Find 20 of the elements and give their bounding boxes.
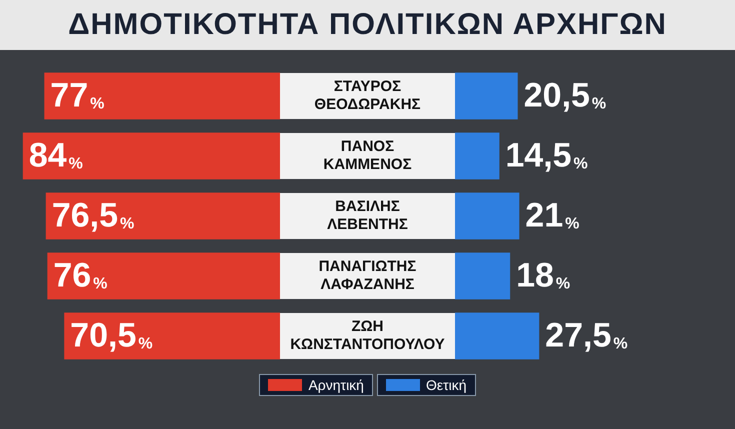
bar — [455, 132, 500, 180]
data-label: 76,5% — [52, 196, 134, 234]
data-label: 27,5% — [545, 316, 628, 354]
legend-label: Αρνητική — [308, 377, 364, 393]
y-tick-label: ΖΩΗ ΚΩΝΣΤΑΝΤΟΠΟΥΛΟΥ — [290, 318, 445, 354]
data-label: 76% — [53, 256, 108, 294]
legend-label: Θετική — [426, 377, 467, 393]
data-label: 20,5% — [524, 76, 606, 114]
y-tick-label: ΣΤΑΥΡΟΣ ΘΕΟΔΩΡΑΚΗΣ — [314, 78, 421, 114]
data-label: 14,5% — [505, 136, 588, 174]
text: ΔΗΜΟΤΙΚΟΤΗΤΑ ΠΟΛΙΤΙΚΩΝ ΑΡΧΗΓΩΝ — [0, 0, 735, 50]
data-label: 84% — [28, 136, 83, 174]
y-tick-label: ΠΑΝΑΓΙΩΤΗΣ ΛΑΦΑΖΑΝΗΣ — [318, 258, 416, 294]
y-tick-label: ΠΑΝΟΣ ΚΑΜΜΕΝΟΣ — [323, 138, 412, 174]
data-label: 70,5% — [70, 316, 153, 354]
y-tick-label: ΒΑΣΙΛΗΣ ΛΕΒΕΝΤΗΣ — [327, 198, 408, 234]
data-label: 21% — [525, 196, 580, 234]
bar — [455, 252, 510, 300]
data-label: 18% — [516, 256, 570, 294]
data-label: 77% — [50, 76, 104, 114]
